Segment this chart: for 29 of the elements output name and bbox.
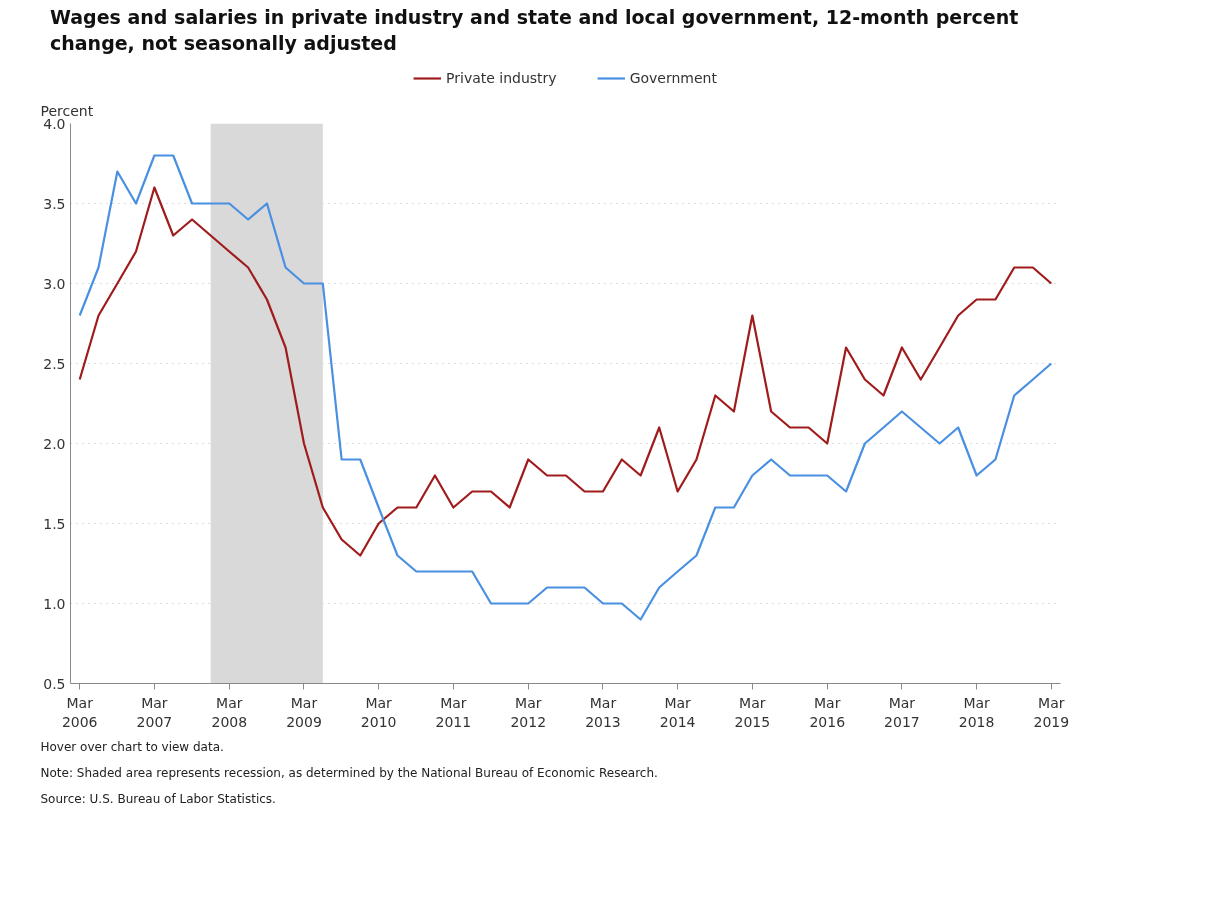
x-tick-label: Mar 2015 (734, 694, 771, 730)
x-tick-label: Mar 2019 (1033, 694, 1070, 730)
y-tick-label: 1.5 (43, 515, 66, 532)
legend-label: Government (629, 70, 717, 87)
text: Hover over chart to view data. (40, 739, 224, 754)
y-tick-label: 3.0 (43, 275, 66, 292)
x-tick-label: Mar 2007 (136, 694, 173, 730)
line-series (78, 186, 1053, 557)
x-tick-label: Mar 2016 (809, 694, 846, 730)
x-tick-label: Mar 2006 (61, 694, 98, 730)
x-tick-label: Mar 2010 (360, 694, 397, 730)
x-tick-label: Mar 2013 (585, 694, 621, 730)
x-tick-label: Mar 2009 (286, 694, 322, 730)
x-tick-label: Mar 2011 (435, 694, 472, 730)
x-tick-label: Mar 2008 (211, 694, 248, 730)
source-note: Source: U.S. Bureau of Labor Statistics. (40, 791, 276, 806)
chart-title: Wages and salaries in private industry and state and local government, 12-month percent change, not seasonally adjusted (50, 5, 1020, 56)
y-tick-label: 1.0 (43, 595, 66, 612)
y-tick-label: 2.0 (43, 435, 66, 452)
legend-label: Private industry (446, 70, 557, 87)
x-tick-label: Mar 2018 (958, 694, 995, 730)
x-tick-label: Mar 2017 (884, 694, 920, 730)
x-tick-label: Mar 2012 (510, 694, 547, 730)
y-tick-label: 3.5 (43, 195, 66, 212)
text: Note: Shaded area represents recession, as determined by the National Bureau of Economic Research. (40, 765, 658, 780)
x-tick-label: Mar 2014 (659, 694, 696, 730)
line-series (78, 154, 1053, 621)
y-tick-label: 2.5 (43, 355, 66, 372)
y-tick-label: 0.5 (43, 675, 66, 692)
